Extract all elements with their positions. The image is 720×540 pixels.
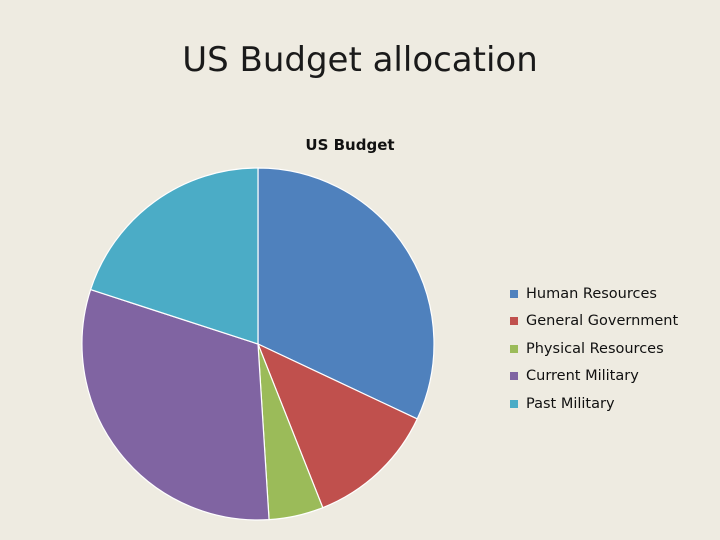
slide-title: US Budget allocation <box>182 40 538 80</box>
pie-slice-general-government <box>256 342 419 509</box>
legend-swatch <box>510 317 518 326</box>
legend-swatch <box>510 289 518 298</box>
legend-label: General Government <box>526 313 679 330</box>
legend-label: Past Military <box>526 395 615 412</box>
pie-slice-human-resources <box>257 167 435 420</box>
legend-label: Current Military <box>526 368 639 385</box>
pie-slice-past-military <box>89 167 259 345</box>
chart-title: US Budget <box>305 136 395 154</box>
legend-item: Physical Resources <box>510 335 678 363</box>
legend-swatch <box>510 344 518 353</box>
legend-item: Human Resources <box>510 280 678 308</box>
pie-slice-current-military <box>81 288 270 521</box>
legend-label: Human Resources <box>526 285 657 302</box>
legend-swatch <box>510 372 518 381</box>
legend-swatch <box>510 399 518 408</box>
legend-label: Physical Resources <box>526 340 664 357</box>
legend-item: General Government <box>510 308 678 336</box>
legend-item: Past Military <box>510 390 678 418</box>
legend: Human Resources General Government Physi… <box>510 280 678 418</box>
legend-item: Current Military <box>510 363 678 391</box>
pie-slices <box>81 167 435 521</box>
